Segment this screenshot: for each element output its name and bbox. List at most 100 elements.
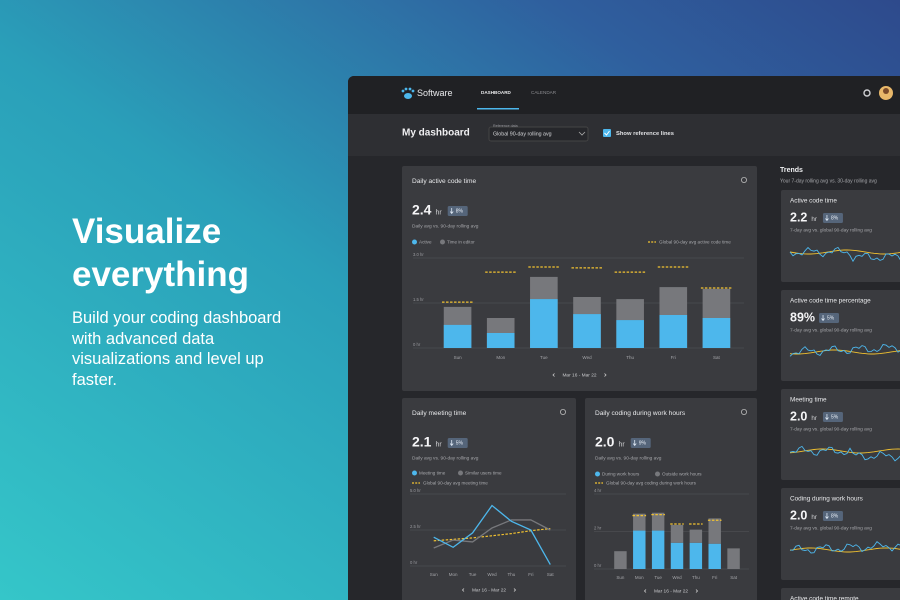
- sparkline: [789, 445, 900, 462]
- sparkline-reference: [789, 349, 900, 355]
- x-tick-label: Sun: [454, 355, 463, 360]
- sparkline: [789, 246, 900, 263]
- delta-badge: [822, 412, 843, 422]
- legend-label: Meeting time: [419, 471, 446, 476]
- hero-title: Visualize everything: [72, 212, 249, 294]
- metric-value: 2.1: [412, 434, 432, 450]
- brand: Software: [417, 88, 453, 98]
- sparkline: [789, 343, 900, 357]
- bar-segment: [651, 530, 665, 569]
- delta-value: 9%: [639, 441, 647, 447]
- metric-value: 2.0: [790, 409, 807, 423]
- card-title: Daily active code time: [412, 178, 476, 185]
- series-line: [433, 504, 551, 565]
- prev-arrow[interactable]: [552, 373, 555, 377]
- delta-value: 8%: [831, 514, 839, 520]
- bar-segment: [708, 518, 721, 544]
- trend-title: Meeting time: [790, 397, 827, 404]
- x-tick-label: Mon: [496, 355, 505, 360]
- trends-subtitle: Your 7-day rolling avg vs. 30-day rollin…: [780, 178, 877, 184]
- date-range: Mar 16 - Mar 22: [562, 372, 596, 378]
- legend-label: Similar users time: [465, 471, 502, 476]
- y-tick-label: 0 hr: [413, 342, 421, 347]
- insight-icon[interactable]: [741, 176, 748, 183]
- metric-caption: 7-day avg vs. global 90-day rolling avg: [790, 327, 872, 333]
- x-tick-label: Wed: [582, 355, 592, 360]
- card-title: Daily meeting time: [412, 410, 467, 417]
- tab-underline: [477, 108, 519, 110]
- sparkline-reference: [789, 448, 900, 454]
- y-tick-label: 0 hr: [594, 563, 602, 568]
- app-window: Software DASHBOARD CALENDAR My dashboard Ref…: [348, 76, 900, 600]
- card-title: Daily coding during work hours: [595, 410, 686, 417]
- checkmark: [604, 130, 610, 136]
- bar: [659, 315, 688, 348]
- delta-badge: [822, 213, 843, 223]
- bar: [486, 333, 515, 348]
- card: [402, 398, 576, 600]
- delta-value: 5%: [456, 441, 464, 447]
- metric-unit: hr: [811, 415, 817, 422]
- legend-swatch: [412, 239, 417, 245]
- x-tick-label: Fri: [528, 572, 533, 577]
- metric-value: 2.0: [790, 508, 807, 522]
- legend-label: Active: [419, 240, 432, 245]
- card: [585, 398, 757, 600]
- metric-value: 2.4: [412, 202, 432, 218]
- x-tick-label: Tue: [469, 572, 477, 577]
- delta-value: 8%: [831, 216, 839, 222]
- bar-segment: [727, 548, 740, 569]
- metric-caption: 7-day avg vs. global 90-day rolling avg: [790, 426, 872, 432]
- hero-subtitle: Build your coding dashboard with advance…: [72, 309, 282, 389]
- select-label: Reference data: [493, 124, 518, 128]
- insight-icon[interactable]: [560, 408, 567, 415]
- toolbar: [348, 114, 900, 156]
- tab[interactable]: DASHBOARD: [481, 90, 512, 95]
- y-tick-label: 0 hr: [410, 560, 418, 565]
- metric-unit: hr: [435, 209, 442, 216]
- checkbox-label[interactable]: Show reference lines: [616, 131, 674, 137]
- delta-arrow: [449, 208, 454, 215]
- legend-label: Global 90-day avg active code time: [659, 240, 731, 245]
- delta-badge: [630, 438, 651, 448]
- trend-title: Active code time remote: [790, 596, 859, 600]
- reference-checkbox[interactable]: [603, 129, 611, 137]
- settings-icon[interactable]: [863, 89, 871, 97]
- next-arrow[interactable]: [513, 588, 517, 592]
- y-tick-label: 3.0 hr: [413, 252, 424, 257]
- bar-segment: [651, 512, 665, 531]
- prev-arrow[interactable]: [643, 589, 647, 593]
- legend-swatch: [440, 239, 445, 245]
- metric-unit: hr: [811, 514, 817, 521]
- bar-segment: [689, 542, 703, 569]
- insight-icon[interactable]: [741, 408, 748, 415]
- reference-select[interactable]: [488, 126, 589, 142]
- legend-label: Global 90-day avg coding during work hou…: [606, 481, 697, 486]
- x-tick-label: Tue: [540, 355, 548, 360]
- x-tick-label: Mon: [635, 575, 644, 580]
- legend-swatch: [655, 471, 660, 477]
- prev-arrow[interactable]: [461, 588, 465, 592]
- x-tick-label: Sat: [713, 355, 721, 360]
- x-tick-label: Thu: [692, 575, 700, 580]
- delta-value: 5%: [831, 415, 839, 421]
- x-tick-label: Thu: [626, 355, 634, 360]
- x-tick-label: Sun: [430, 572, 439, 577]
- metric-caption: 7-day avg vs. global 90-day rolling avg: [790, 227, 872, 233]
- y-tick-label: 2 hr: [594, 526, 602, 531]
- trend-title: Coding during work hours: [790, 496, 863, 503]
- bar-segment: [614, 551, 627, 569]
- sparkline: [789, 540, 900, 554]
- x-tick-label: Fri: [671, 355, 676, 360]
- x-tick-label: Sat: [730, 575, 738, 580]
- next-arrow[interactable]: [695, 589, 699, 593]
- metric-unit: hr: [435, 441, 442, 448]
- series-line: [433, 519, 551, 549]
- tab[interactable]: CALENDAR: [531, 90, 557, 95]
- delta-arrow: [821, 315, 825, 322]
- x-tick-label: Wed: [487, 572, 497, 577]
- y-tick-label: 5.0 hr: [410, 488, 421, 493]
- date-range: Mar 16 - Mar 22: [472, 587, 506, 593]
- delta-badge: [447, 438, 468, 448]
- next-arrow[interactable]: [604, 373, 607, 377]
